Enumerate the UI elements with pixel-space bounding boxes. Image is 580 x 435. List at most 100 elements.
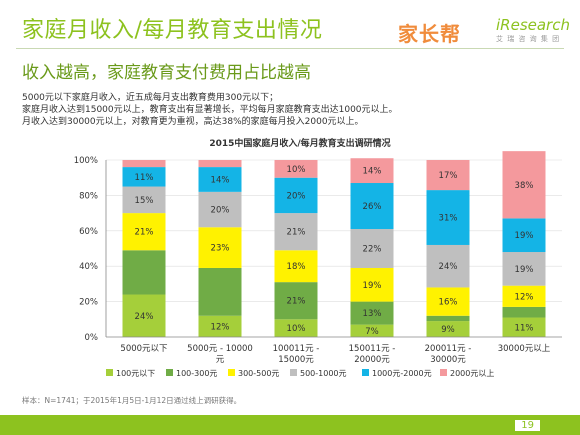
bar-segment (350, 229, 394, 268)
data-label: 24% (439, 262, 458, 272)
iresearch-logo-text: iResearch (496, 16, 570, 34)
page-title: 家庭月收入/每月教育支出情况 (22, 18, 323, 43)
data-label: 9% (441, 325, 455, 335)
legend-label: 100元以下 (116, 369, 155, 378)
data-label: 24% (135, 312, 154, 322)
x-tick-label: 150011元 - (349, 344, 396, 354)
y-tick-label: 80% (79, 191, 98, 201)
x-tick-label: 5000元 - 10000 (187, 344, 253, 354)
bar-segment (426, 160, 470, 191)
data-label: 21% (135, 228, 154, 238)
bar-segment (274, 282, 318, 320)
bar-segment (198, 227, 242, 268)
legend-swatch (166, 369, 173, 376)
data-label: 21% (287, 228, 306, 238)
bar-segment (274, 160, 318, 178)
bar-segment (198, 191, 242, 228)
bar-segment (350, 301, 394, 325)
data-label: 19% (515, 231, 534, 241)
iresearch-logo: iResearch 艾 瑞 咨 询 集 团 (496, 16, 570, 44)
data-label: 19% (363, 281, 382, 291)
bar-segment (122, 250, 166, 295)
bar-segment (122, 160, 166, 168)
bar-segment (274, 177, 318, 214)
x-tick-label: 元 (216, 355, 225, 365)
bottom-bar (0, 415, 580, 435)
bar-segment (350, 324, 394, 337)
data-label: 23% (211, 244, 230, 254)
data-label: 31% (439, 214, 458, 224)
data-label: 14% (363, 167, 382, 177)
y-tick-label: 0% (85, 333, 99, 343)
bar-segment (122, 186, 166, 214)
data-label: 10% (287, 165, 306, 175)
bar-segment (122, 294, 166, 337)
description: 5000元以下家庭月收入，近五成每月支出教育费用300元以下； 家庭月收入达到1… (22, 92, 398, 128)
chart-bars: 24% 21% 15% 11% 12% 23% 20% 14% 10% 21% 18% 21% 20% 1… (122, 151, 546, 337)
y-tick-label: 20% (79, 298, 98, 308)
legend-label: 2000元以上 (450, 369, 494, 378)
chart-grid (106, 159, 562, 302)
bar-segment (502, 306, 546, 318)
bar-segment (502, 151, 546, 219)
bar-segment (350, 267, 394, 302)
x-tick-label: 15000元 (278, 355, 314, 365)
y-tick-label: 40% (79, 262, 98, 272)
legend-swatch (362, 369, 369, 376)
bar-segment (198, 315, 242, 337)
jiazhangbang-logo: 家长帮 (398, 22, 461, 46)
bar-segment (274, 250, 318, 283)
bar-segment (198, 267, 242, 316)
data-label: 20% (287, 191, 306, 201)
legend-label: 500-1000元 (300, 369, 347, 378)
bar-segment (198, 160, 242, 168)
y-tick-label: 100% (74, 156, 98, 166)
legend-label: 1000元-2000元 (372, 369, 432, 378)
stacked-bar-chart: 2015中国家庭月收入/每月教育支出调研情况 24% 21% 15% 11% 12% 23… (74, 137, 562, 378)
data-label: 20% (211, 206, 230, 216)
description-line: 5000元以下家庭月收入，近五成每月支出教育费用300元以下； (22, 93, 279, 103)
bar-segment (426, 190, 470, 245)
bar-segment (274, 213, 318, 251)
bar-segment (274, 319, 318, 337)
x-tick-label: 200011元 - (425, 344, 472, 354)
data-label: 7% (365, 327, 379, 337)
chart-legend: 100元以下 100-300元 300-500元 500-1000元 1000元-200… (106, 369, 494, 378)
data-label: 19% (515, 265, 534, 275)
legend-label: 100-300元 (176, 369, 217, 378)
data-label: 10% (287, 324, 306, 334)
y-tick-label: 60% (79, 227, 98, 237)
description-line: 家庭月收入达到15000元以上，教育支出有显著增长，平均每月家庭教育支出达100… (22, 105, 398, 115)
bar-segment (502, 317, 546, 337)
data-label: 22% (363, 245, 382, 255)
data-label: 11% (135, 173, 154, 183)
bar-segment (122, 167, 166, 187)
page-number: 19 (515, 420, 540, 431)
data-label: 18% (287, 262, 306, 272)
data-label: 21% (287, 297, 306, 307)
bar-segment (426, 287, 470, 316)
bar-segment (198, 167, 242, 192)
bar-segment (426, 244, 470, 288)
bar-segment (122, 213, 166, 251)
data-label: 12% (211, 322, 230, 332)
bar-segment (350, 183, 394, 230)
data-label: 15% (135, 196, 154, 206)
bar-segment (350, 158, 394, 184)
data-label: 13% (363, 309, 382, 319)
x-tick-label: 30000元以上 (498, 344, 551, 354)
data-label: 26% (363, 202, 382, 212)
x-tick-label: 20000元 (354, 355, 390, 365)
page-subtitle: 收入越高，家庭教育支付费用占比越高 (22, 63, 311, 83)
bar-segment (502, 285, 546, 307)
bar-segment (502, 252, 546, 286)
data-label: 17% (439, 171, 458, 181)
bar-segment (502, 218, 546, 253)
bar-segment (426, 321, 470, 337)
data-label: 14% (211, 175, 230, 185)
bar-segment (426, 315, 470, 322)
title-divider (16, 48, 564, 49)
data-label: 11% (515, 323, 534, 333)
footnote: 样本：N=1741；于2015年1月5日-1月12日通过线上调研获得。 (22, 396, 242, 405)
